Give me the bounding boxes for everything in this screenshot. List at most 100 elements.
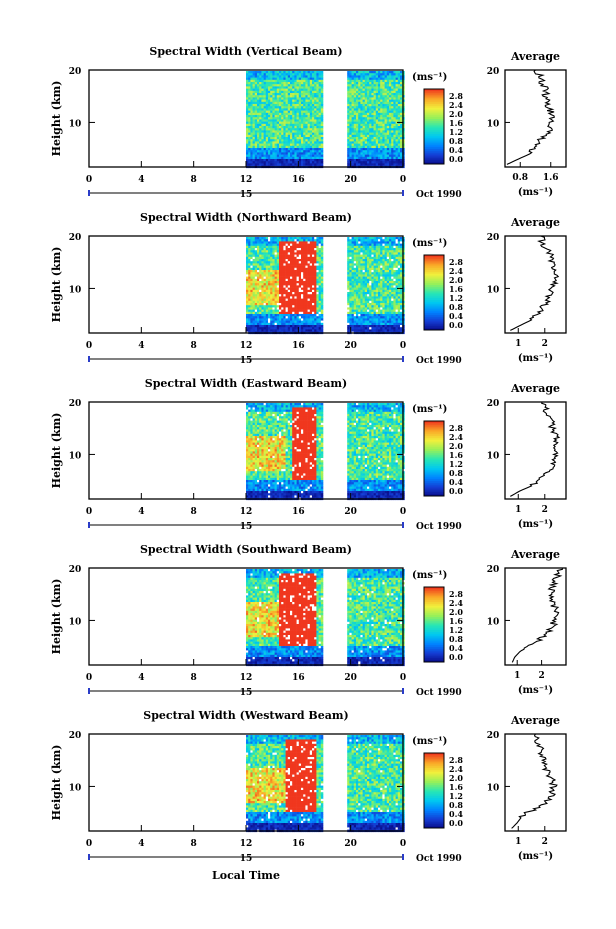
heat-cell	[261, 134, 264, 138]
heat-cell	[391, 90, 394, 94]
heat-cell	[261, 77, 264, 81]
heat-cell	[285, 99, 289, 103]
heat-cell	[349, 121, 352, 125]
heat-cell	[279, 276, 282, 280]
heat-cell	[265, 128, 269, 131]
heat-cell	[257, 307, 260, 310]
heat-cell	[283, 143, 286, 147]
heat-cell	[250, 93, 253, 96]
heat-cell	[353, 327, 357, 330]
heat-cell	[386, 132, 390, 136]
heat-cell	[276, 237, 280, 240]
heat-cell	[362, 134, 366, 138]
heat-cell	[316, 93, 319, 96]
heat-cell	[298, 289, 302, 293]
heat-cell	[252, 267, 256, 271]
heat-cell	[252, 104, 256, 107]
heat-cell	[318, 289, 322, 293]
heat-cell	[307, 134, 311, 138]
heat-cell	[265, 117, 269, 120]
heat-cell	[347, 106, 350, 109]
heat-cell	[263, 294, 267, 297]
heat-cell	[283, 106, 286, 109]
heat-cell	[400, 115, 403, 118]
heat-cell	[378, 106, 381, 109]
heat-cell	[261, 71, 264, 74]
heat-cell	[307, 300, 311, 304]
heat-cell	[250, 79, 253, 83]
heat-cell	[301, 75, 304, 78]
colorbar-segment	[424, 158, 444, 161]
heat-cell	[391, 73, 394, 76]
heat-cell	[369, 329, 372, 332]
heat-cell	[351, 148, 355, 151]
heat-cell	[305, 156, 308, 160]
heat-cell	[384, 101, 388, 105]
heat-cell	[349, 106, 352, 109]
heat-cell	[301, 292, 304, 295]
heat-cell	[389, 123, 392, 127]
heat-cell	[290, 261, 293, 264]
heat-cell	[362, 298, 366, 302]
heat-cell	[312, 150, 315, 153]
heat-cell	[303, 97, 306, 100]
heat-cell	[303, 106, 306, 109]
heat-cell	[272, 130, 275, 133]
heat-cell	[285, 163, 289, 166]
heat-cell	[371, 84, 374, 87]
heat-cell	[279, 259, 282, 262]
heat-cell	[349, 263, 352, 266]
heat-cell	[252, 77, 256, 81]
heat-cell	[386, 112, 390, 116]
heat-cell	[316, 320, 319, 324]
heat-cell	[382, 152, 385, 155]
heat-cell	[276, 112, 280, 116]
heat-cell	[305, 311, 308, 315]
heat-cell	[276, 84, 280, 87]
heat-cell	[252, 161, 256, 164]
heat-cell	[393, 86, 396, 89]
heat-cell	[351, 97, 355, 100]
heat-cell	[400, 82, 403, 85]
heat-cell	[259, 261, 262, 264]
heat-cell	[252, 145, 256, 149]
heat-cell	[378, 294, 381, 297]
colorbar-tick-label: 1.2	[449, 127, 463, 137]
heat-cell	[393, 79, 396, 83]
heat-cell	[400, 134, 403, 138]
heat-cell	[265, 287, 269, 291]
heat-cell	[246, 108, 249, 111]
heat-cell	[373, 108, 377, 111]
heat-cell	[367, 110, 370, 114]
heat-cell	[298, 256, 302, 260]
heat-cell	[257, 329, 260, 332]
heat-cell	[305, 134, 308, 138]
heat-cell	[294, 119, 297, 122]
heat-cell	[382, 119, 385, 122]
heat-cell	[296, 139, 300, 142]
heat-cell	[270, 101, 273, 105]
heat-cell	[382, 90, 385, 94]
heat-cell	[265, 134, 269, 138]
heat-cell	[358, 161, 361, 164]
heat-cell	[265, 93, 269, 96]
heat-cell	[298, 245, 302, 249]
heat-cell	[303, 254, 306, 258]
heat-cell	[360, 322, 363, 326]
heat-cell	[263, 90, 267, 94]
heat-cell	[353, 154, 357, 158]
heat-cell	[316, 292, 319, 295]
heat-cell	[283, 150, 286, 153]
heat-cell	[360, 298, 363, 302]
heat-cell	[309, 148, 313, 151]
heat-cell	[307, 276, 311, 280]
heat-cell	[257, 134, 260, 138]
heat-cell	[316, 115, 319, 118]
heat-cell	[356, 272, 359, 275]
heat-cell	[351, 134, 355, 138]
heat-cell	[301, 278, 304, 282]
heat-cell	[360, 300, 363, 304]
heat-cell	[250, 115, 253, 118]
heat-cell	[356, 154, 359, 158]
heat-cell	[259, 117, 262, 120]
